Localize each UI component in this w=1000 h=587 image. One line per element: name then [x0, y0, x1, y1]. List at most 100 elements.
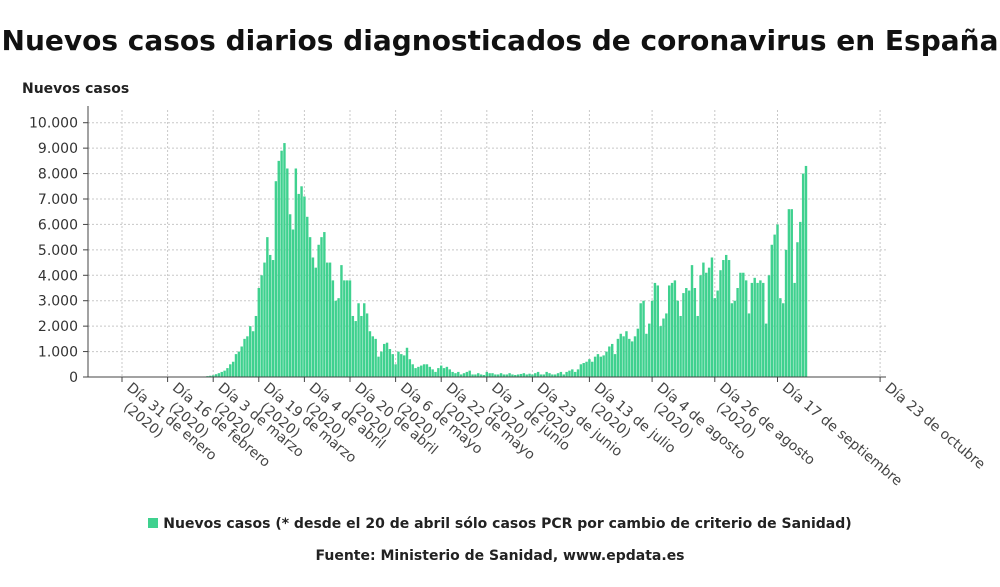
bar — [528, 373, 531, 377]
bar — [551, 374, 554, 377]
bar — [400, 354, 403, 377]
bar — [425, 364, 429, 377]
bar — [762, 282, 765, 377]
bar — [209, 375, 212, 377]
bar — [667, 285, 671, 377]
bar — [747, 313, 751, 377]
bar — [719, 270, 722, 377]
bar — [337, 298, 340, 377]
bar — [243, 338, 246, 377]
bar — [633, 336, 637, 377]
bar — [488, 373, 491, 377]
bar — [619, 333, 622, 377]
bar — [693, 288, 697, 377]
bar — [639, 303, 642, 377]
legend-label: Nuevos casos (* desde el 20 de abril sól… — [163, 516, 852, 532]
y-tick-label: 3.000 — [38, 294, 78, 310]
bar — [542, 374, 546, 377]
bar — [482, 374, 486, 377]
bar — [593, 356, 597, 377]
y-tick-label: 0 — [69, 370, 78, 386]
bar — [705, 272, 708, 377]
bar — [525, 374, 528, 377]
bar — [596, 354, 600, 377]
bar — [759, 280, 762, 377]
bar — [263, 262, 266, 377]
bar — [439, 365, 443, 377]
bar — [673, 280, 677, 377]
bar — [414, 368, 417, 377]
bar — [576, 369, 580, 377]
bar — [280, 150, 283, 377]
bar — [608, 346, 611, 377]
bar — [568, 370, 571, 377]
bar — [494, 374, 497, 377]
bar — [237, 351, 241, 377]
bar — [613, 354, 617, 377]
bar — [756, 282, 759, 377]
bar — [784, 249, 788, 377]
bar — [630, 341, 634, 377]
bar — [636, 328, 640, 377]
bar — [733, 300, 736, 377]
bar — [562, 374, 565, 377]
bar — [479, 374, 483, 377]
y-tick-label: 6.000 — [38, 217, 78, 233]
bar — [448, 369, 451, 377]
bar — [274, 181, 278, 377]
bar — [662, 318, 665, 377]
bar — [739, 272, 742, 377]
bar — [781, 303, 785, 377]
y-tick-labels: 0 1.000 2.000 3.000 4.000 5.000 6.000 7.000 8.00… — [29, 116, 88, 386]
bar — [257, 288, 261, 377]
bar — [308, 237, 312, 377]
bar — [736, 288, 739, 377]
bar — [328, 262, 332, 377]
bar — [268, 254, 272, 377]
bar — [799, 221, 802, 377]
bar — [579, 364, 583, 377]
bar — [351, 315, 355, 377]
bar — [434, 371, 437, 377]
bar — [417, 366, 420, 377]
bar — [496, 374, 500, 377]
bar — [591, 361, 594, 377]
y-tick-label: 1.000 — [38, 345, 78, 361]
y-tick-label: 5.000 — [38, 243, 78, 259]
bar — [391, 354, 394, 377]
bar — [682, 293, 685, 377]
bar — [539, 374, 543, 377]
bar — [602, 355, 605, 377]
bar — [516, 374, 520, 377]
bar — [685, 288, 688, 377]
bar — [622, 336, 625, 377]
bar — [502, 374, 506, 377]
bar — [454, 373, 457, 377]
bar — [214, 374, 218, 377]
y-tick-label: 8.000 — [38, 167, 78, 183]
bar — [402, 355, 406, 377]
bar — [323, 232, 326, 377]
bar — [291, 229, 295, 377]
bar — [260, 275, 263, 377]
bar — [325, 262, 329, 377]
bar — [653, 282, 657, 377]
bar — [240, 346, 243, 377]
bar — [348, 280, 352, 377]
bar — [648, 323, 651, 377]
bar — [445, 366, 449, 377]
bar — [471, 374, 474, 377]
bar — [645, 333, 648, 377]
bar — [779, 298, 782, 377]
bar — [357, 303, 360, 377]
bar — [724, 254, 728, 377]
bar — [499, 373, 503, 377]
bar — [670, 282, 674, 377]
bar — [234, 354, 238, 377]
bar — [573, 371, 577, 377]
bar — [642, 300, 645, 377]
bar — [457, 371, 460, 377]
bar — [288, 214, 292, 377]
bar — [477, 373, 480, 377]
bar — [710, 257, 714, 377]
